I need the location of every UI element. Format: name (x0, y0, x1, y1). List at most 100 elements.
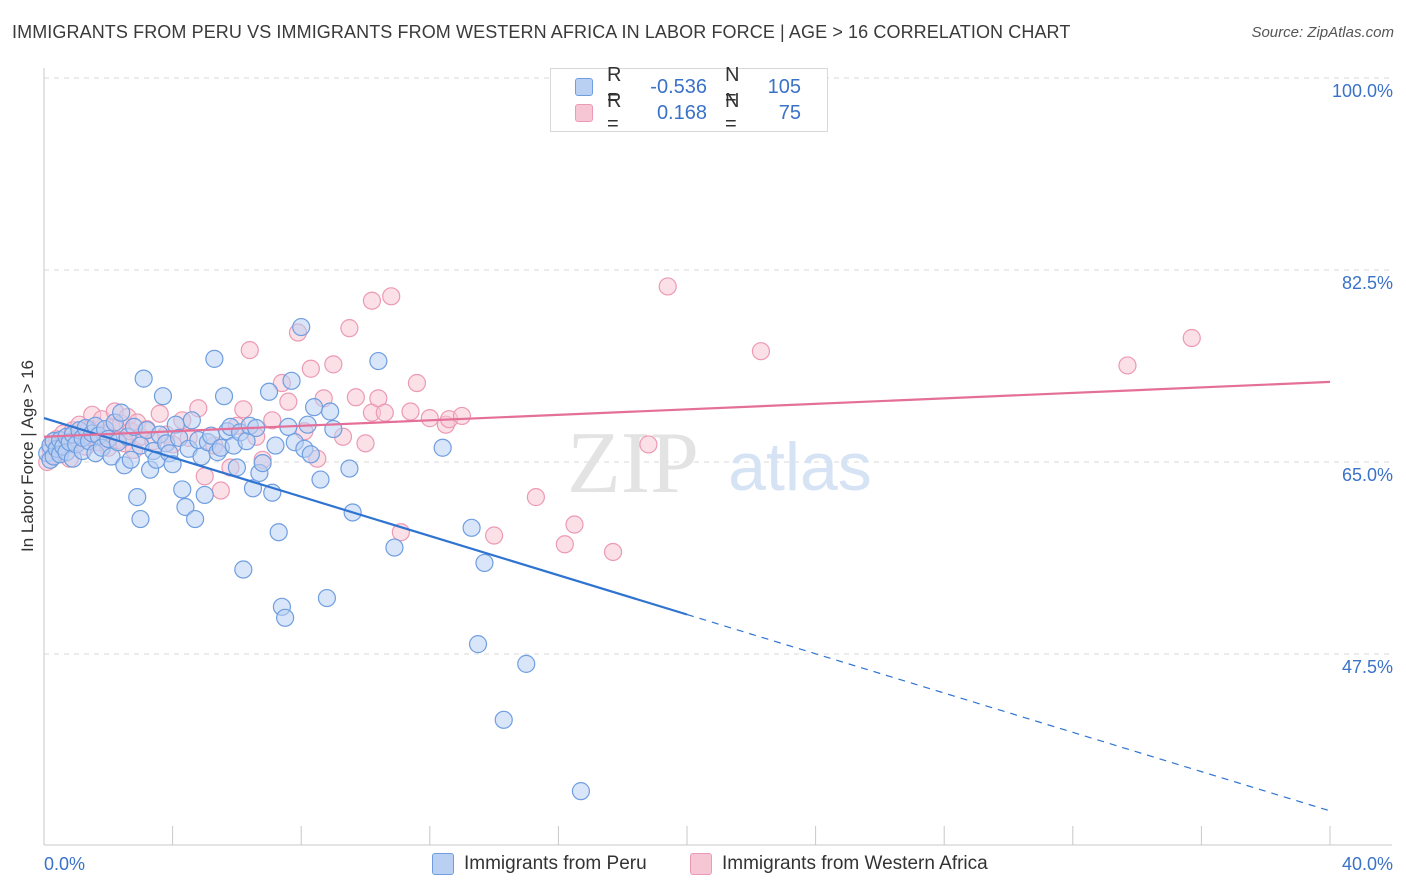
data-point-blue (292, 317, 311, 337)
data-point-pink (658, 277, 677, 296)
chart-title: IMMIGRANTS FROM PERU VS IMMIGRANTS FROM … (12, 22, 1071, 42)
data-point-blue (301, 445, 320, 464)
data-point-blue (134, 369, 153, 388)
y-tick-label: 100.0% (1332, 81, 1393, 101)
data-point-blue (321, 402, 340, 421)
bottom-legend-peru: Immigrants from Peru (432, 852, 647, 876)
legend-n-label: N = (725, 64, 740, 109)
data-point-blue (112, 403, 131, 422)
data-point-blue (205, 349, 224, 368)
bottom-legend-label-peru: Immigrants from Peru (464, 853, 647, 874)
data-point-blue (475, 553, 494, 573)
data-point-blue (195, 485, 214, 505)
data-point-pink (150, 404, 169, 423)
trend-line-blue-dashed (686, 613, 1331, 812)
data-point-pink (234, 400, 253, 419)
data-point-pink (382, 287, 401, 306)
data-point-blue (153, 387, 173, 406)
watermark: ZIP atlas (567, 415, 872, 512)
data-point-pink (362, 291, 382, 310)
data-point-blue (468, 635, 488, 654)
data-point-pink (639, 435, 658, 454)
data-point-blue (176, 497, 195, 517)
legend-swatch-pink (575, 104, 593, 122)
data-point-blue (214, 387, 234, 406)
x-tick-label: 0.0% (44, 854, 85, 874)
bottom-legend-swatch-blue (432, 853, 454, 875)
trend-line-blue (43, 417, 688, 616)
data-point-pink (1118, 356, 1137, 375)
data-point-pink (407, 373, 427, 393)
legend-row-blue: R = -0.536 N = 105 (575, 64, 801, 109)
legend-n-value: 105 (767, 75, 801, 98)
data-point-pink (420, 409, 439, 428)
data-point-blue (253, 453, 272, 473)
data-point-blue (571, 782, 591, 801)
data-point-blue (385, 538, 404, 557)
data-point-blue (369, 351, 388, 371)
data-point-pink (301, 359, 320, 378)
data-point-blue (304, 398, 324, 417)
bottom-legend-swatch-pink (690, 853, 712, 875)
bottom-legend-western-africa: Immigrants from Western Africa (690, 852, 988, 876)
y-axis-label: In Labor Force | Age > 16 (18, 359, 37, 553)
y-tick-label: 82.5% (1342, 273, 1393, 293)
data-point-pink (356, 434, 375, 453)
data-point-blue (163, 455, 182, 474)
data-point-pink (240, 340, 259, 360)
data-point-blue (462, 518, 481, 537)
y-tick-label: 47.5% (1342, 657, 1393, 677)
legend-swatch-blue (575, 78, 593, 96)
data-point-pink (485, 526, 504, 545)
data-point-pink (263, 411, 282, 430)
data-point-pink (555, 535, 574, 554)
data-point-blue (517, 654, 536, 673)
legend-r-label: R = (607, 64, 622, 109)
data-point-pink (340, 319, 359, 338)
data-point-blue (227, 458, 246, 477)
stats-legend: R = -0.536 N = 105 R = 0.168 N = 75 (550, 64, 828, 135)
watermark-zip: ZIP (567, 415, 699, 512)
data-point-pink (603, 542, 623, 562)
data-point-blue (121, 450, 140, 469)
data-point-blue (311, 470, 330, 489)
data-point-pink (324, 355, 343, 374)
data-point-blue (259, 382, 279, 401)
source-label: Source: ZipAtlas.com (1251, 24, 1394, 41)
data-point-pink (526, 488, 545, 507)
legend-r-label: R = (607, 90, 622, 135)
axes (43, 68, 1392, 846)
data-point-pink (401, 402, 420, 421)
y-tick-label: 65.0% (1342, 465, 1393, 485)
trend-line-pink (43, 380, 1331, 438)
data-point-blue (340, 459, 359, 478)
data-point-blue (128, 488, 147, 507)
data-point-blue (131, 509, 150, 529)
data-point-blue (266, 436, 285, 455)
data-point-pink (751, 342, 771, 361)
trend-lines (43, 380, 1331, 812)
legend-r-value: 0.168 (656, 101, 707, 124)
data-point-pink (375, 403, 394, 422)
data-point-pink (452, 406, 472, 426)
data-point-pink (279, 392, 298, 411)
data-point-pink (565, 515, 584, 534)
data-point-blue (186, 509, 205, 529)
legend-r-value: -0.536 (650, 75, 707, 98)
data-point-blue (282, 371, 301, 390)
x-tick-label: 40.0% (1342, 854, 1393, 874)
data-point-blue (433, 438, 452, 457)
data-point-blue (269, 523, 288, 542)
legend-n-value: 75 (778, 101, 801, 124)
data-point-blue (234, 560, 253, 579)
legend-n-label: N = (725, 90, 740, 135)
data-point-blue (182, 411, 201, 430)
bottom-legend-label-western-africa: Immigrants from Western Africa (722, 853, 988, 874)
data-point-blue (276, 608, 295, 627)
data-point-pink (1182, 328, 1201, 348)
data-point-pink (211, 481, 230, 500)
data-point-blue (173, 480, 192, 499)
data-point-blue (494, 710, 513, 729)
watermark-atlas: atlas (728, 429, 872, 505)
